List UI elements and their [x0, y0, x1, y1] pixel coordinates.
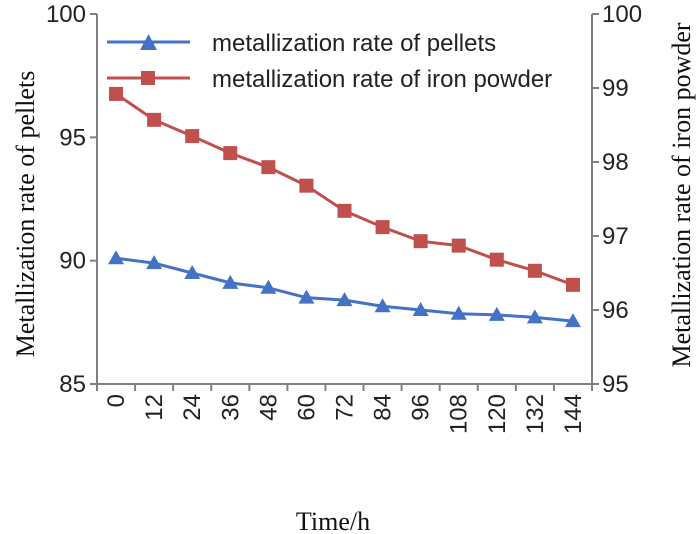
data-point-triangle	[146, 255, 163, 270]
left-tick-label: 100	[46, 1, 86, 28]
data-point-triangle	[336, 292, 353, 307]
data-point-square	[261, 160, 276, 175]
data-point-square	[527, 263, 542, 278]
x-tick-label: 108	[446, 394, 473, 434]
left-axis-title: Metallization rate of pellets	[11, 71, 40, 358]
axes	[90, 13, 599, 391]
left-tick-labels: 85 90 95 100	[46, 1, 86, 398]
data-point-triangle	[564, 313, 581, 328]
x-tick-label: 120	[484, 394, 511, 434]
data-point-triangle	[412, 302, 429, 316]
series-line-1	[115, 92, 574, 287]
x-tick-label: 84	[370, 394, 397, 421]
x-tick-label: 144	[560, 394, 587, 434]
right-tick-label: 97	[602, 223, 629, 250]
x-axis-title: Time/h	[296, 507, 370, 534]
right-tick-label: 96	[602, 297, 629, 324]
data-point-square	[565, 277, 580, 292]
x-tick-label: 132	[522, 394, 549, 434]
data-point-square	[185, 129, 200, 144]
legend-marker-iron-powder	[141, 71, 155, 85]
data-point-square	[147, 112, 162, 127]
data-point-triangle	[260, 279, 277, 294]
data-point-square	[337, 203, 352, 218]
right-tick-label: 98	[602, 149, 629, 176]
data-point-square	[489, 252, 504, 267]
data-point-triangle	[488, 306, 505, 321]
data-point-triangle	[450, 305, 467, 320]
data-point-triangle	[298, 289, 315, 304]
x-tick-label: 72	[332, 394, 359, 421]
data-point-square	[109, 86, 124, 101]
series-line-0	[115, 256, 574, 323]
data-point-triangle	[222, 274, 239, 289]
data-point-square	[375, 220, 390, 235]
x-tick-label: 36	[217, 394, 244, 421]
legend: metallization rate of pellets metallizat…	[107, 30, 552, 93]
x-tick-label: 48	[255, 394, 282, 421]
legend-marker-pellets	[140, 34, 157, 50]
data-point-triangle	[374, 298, 391, 313]
left-tick-label: 90	[59, 248, 86, 275]
right-tick-label: 100	[602, 1, 642, 28]
series-layer	[108, 86, 581, 328]
legend-label-pellets: metallization rate of pellets	[212, 30, 496, 57]
right-tick-label: 95	[602, 371, 629, 398]
data-point-triangle	[108, 250, 125, 265]
x-tick-label: 12	[141, 394, 168, 421]
x-tick-label: 24	[179, 394, 206, 421]
legend-label-iron-powder: metallization rate of iron powder	[212, 66, 552, 93]
right-tick-label: 99	[602, 75, 629, 102]
data-point-square	[413, 234, 428, 249]
left-tick-label: 95	[59, 124, 86, 151]
data-point-triangle	[184, 265, 201, 279]
x-tick-labels: 0 12 24 36 48 60 72 84 96 108 120 132 144	[103, 394, 587, 434]
right-axis-title: Metallization rate of iron powder	[667, 22, 696, 367]
data-point-square	[223, 146, 238, 161]
x-tick-label: 60	[293, 394, 320, 421]
data-point-square	[299, 178, 314, 193]
right-tick-labels: 95 96 97 98 99 100	[602, 1, 642, 398]
x-tick-label: 96	[408, 394, 435, 421]
data-point-square	[451, 238, 466, 253]
data-point-triangle	[526, 309, 543, 324]
x-tick-label: 0	[103, 394, 130, 407]
left-tick-label: 85	[59, 371, 86, 398]
